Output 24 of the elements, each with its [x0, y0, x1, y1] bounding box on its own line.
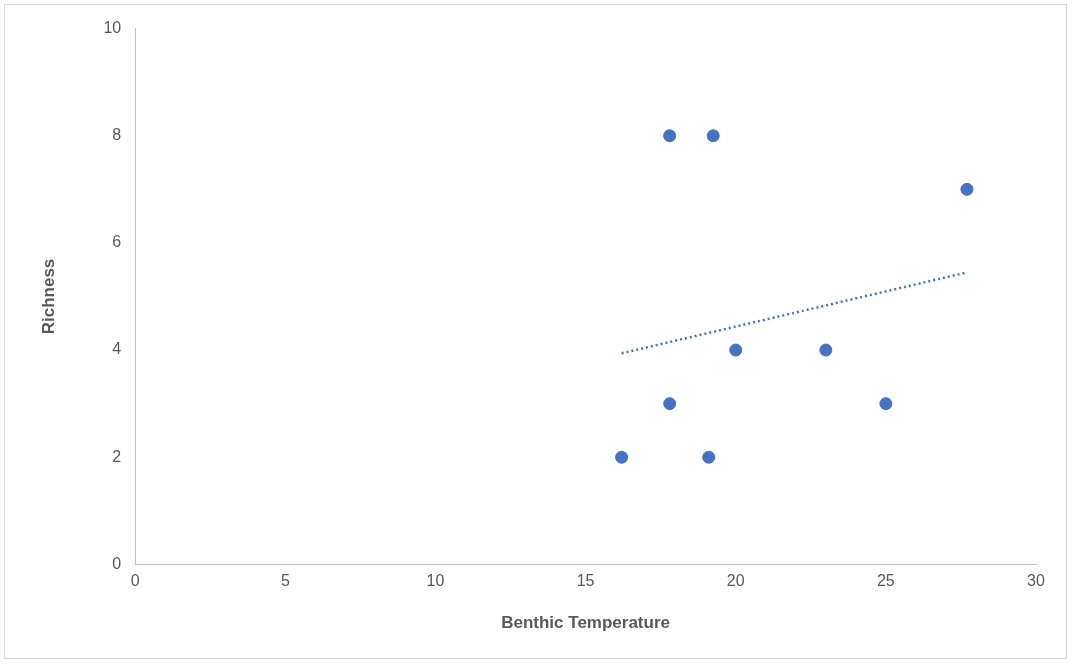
x-tick-label: 10	[426, 572, 445, 590]
y-tick-label: 4	[112, 340, 122, 358]
x-tick-label: 30	[1027, 572, 1045, 590]
y-tick-label: 10	[103, 19, 122, 37]
x-tick-label: 15	[576, 572, 595, 590]
x-tick-label: 0	[130, 572, 140, 590]
y-tick-label: 6	[112, 233, 122, 251]
x-tick-label: 20	[726, 572, 745, 590]
point	[960, 182, 974, 196]
point	[615, 450, 629, 464]
point	[702, 450, 716, 464]
point	[819, 343, 833, 357]
y-tick-label: 0	[112, 554, 122, 572]
y-tick-label: 8	[112, 126, 122, 144]
point	[663, 397, 677, 411]
point	[879, 397, 893, 411]
x-tick-label: 5	[280, 572, 290, 590]
y-axis-title: Richness	[38, 258, 58, 335]
point	[729, 343, 743, 357]
x-tick-label: 25	[876, 572, 895, 590]
point	[663, 129, 677, 143]
x-axis-title: Benthic Temperature	[501, 613, 670, 633]
point	[706, 129, 720, 143]
y-tick-label: 2	[112, 447, 122, 465]
